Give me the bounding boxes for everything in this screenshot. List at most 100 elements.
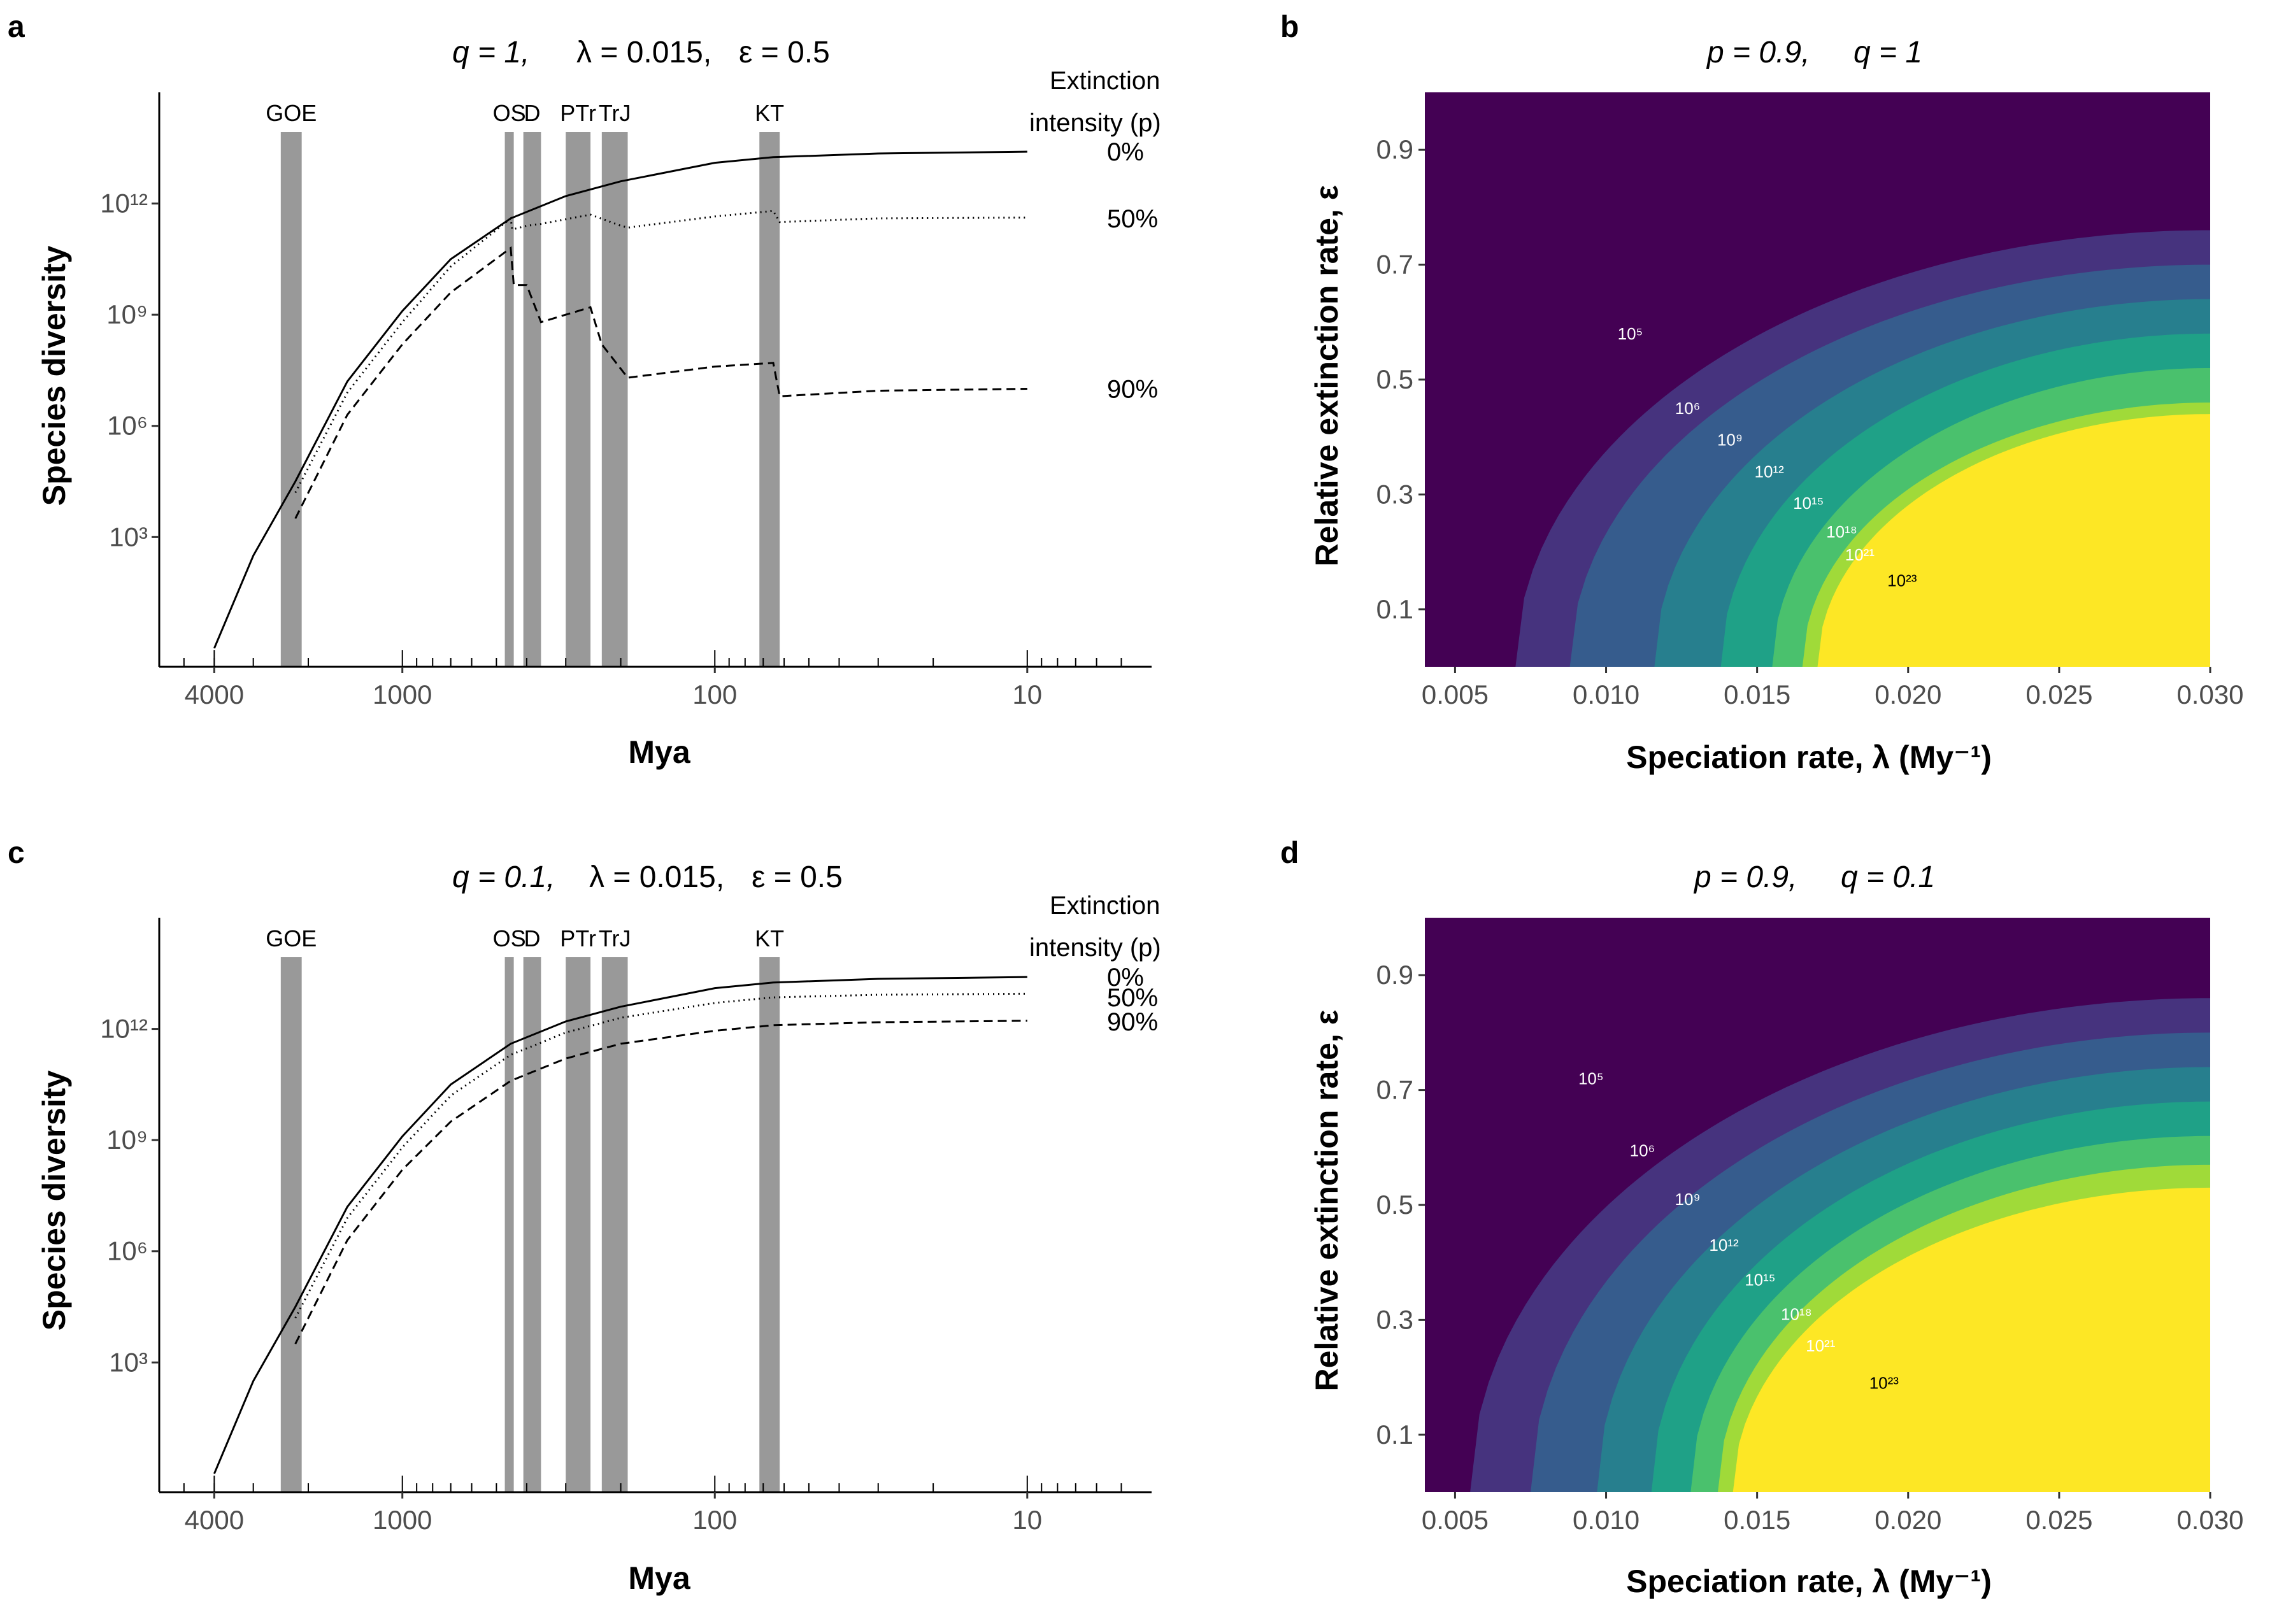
y-tick-label: 10⁹: [106, 1125, 148, 1155]
y-tick-label: 0.5: [1376, 364, 1413, 394]
y-tick-label: 0.3: [1376, 479, 1413, 509]
contour-label: 10¹²: [1754, 462, 1784, 481]
y-tick-label: 10³: [109, 522, 148, 552]
event-label-goe: GOE: [266, 100, 317, 126]
contour-label: 10¹⁵: [1745, 1270, 1775, 1289]
contour-label: 10⁶: [1630, 1141, 1655, 1160]
contour-label: 10⁵: [1578, 1069, 1604, 1088]
legend-title-c-line1: Extinction: [1050, 892, 1160, 920]
title-c-q: q = 0.1,: [452, 860, 555, 894]
event-label-kt: KT: [755, 925, 784, 951]
y-tick-label: 0.9: [1376, 134, 1413, 164]
end-label-50pct: 50%: [1107, 984, 1158, 1012]
title-a-eps: ε = 0.5: [739, 36, 830, 69]
title-d-q: q = 0.1: [1841, 860, 1935, 894]
title-c: q = 0.1, λ = 0.015, ε = 0.5: [452, 860, 843, 894]
xlabel-a: Mya: [628, 734, 690, 770]
event-bar-d: [523, 957, 541, 1492]
event-label-d: D: [524, 100, 541, 126]
event-bar-goe: [280, 132, 302, 667]
contour-label: 10²³: [1887, 571, 1917, 590]
x-tick-label: 0.030: [2176, 680, 2243, 709]
y-tick-label: 0.3: [1376, 1304, 1413, 1334]
contour-label: 10⁹: [1717, 431, 1743, 450]
title-b: p = 0.9, q = 1: [1706, 36, 1922, 69]
series-line-50pct: [294, 210, 1027, 494]
series-line-90pct: [294, 246, 1027, 519]
event-bar-os: [504, 132, 514, 667]
x-tick-label: 0.020: [1875, 1505, 1941, 1535]
end-label-0pct: 0%: [1107, 138, 1144, 166]
contour-label: 10⁶: [1675, 399, 1701, 418]
event-bar-trj: [601, 957, 628, 1492]
panel-letter-b: b: [1280, 10, 1299, 44]
x-tick-label: 0.005: [1422, 1505, 1489, 1535]
contour-label: 10¹⁵: [1793, 494, 1824, 513]
y-tick-label: 0.7: [1376, 1075, 1413, 1105]
event-bar-goe: [280, 957, 302, 1492]
ylabel-c: Species diversity: [36, 1071, 72, 1331]
ylabel-d: Relative extinction rate, ε: [1309, 1010, 1345, 1392]
event-label-goe: GOE: [266, 925, 317, 951]
end-label-90pct: 90%: [1107, 1008, 1158, 1036]
x-tick-label: 100: [692, 1505, 737, 1535]
event-label-trj: TrJ: [599, 925, 631, 951]
series-line-50pct: [294, 992, 1027, 1319]
end-label-50pct: 50%: [1107, 205, 1158, 233]
contour-label: 10²¹: [1806, 1336, 1836, 1355]
x-tick-label: 0.010: [1573, 1505, 1639, 1535]
event-label-kt: KT: [755, 100, 784, 126]
ylabel-a: Species diversity: [36, 246, 72, 506]
y-tick-label: 0.1: [1376, 594, 1413, 624]
x-tick-label: 0.025: [2025, 1505, 2092, 1535]
xlabel-b: Speciation rate, λ (My⁻¹): [1626, 739, 1992, 775]
event-label-os: OS: [493, 100, 526, 126]
event-bar-d: [523, 132, 541, 667]
contour-label: 10¹²: [1709, 1236, 1739, 1255]
contour-label: 10⁹: [1675, 1190, 1701, 1209]
x-tick-label: 4000: [185, 680, 244, 709]
x-tick-label: 0.020: [1875, 680, 1941, 709]
event-label-d: D: [524, 925, 541, 951]
x-tick-label: 0.005: [1422, 680, 1489, 709]
x-tick-label: 0.010: [1573, 680, 1639, 709]
xlabel-c: Mya: [628, 1560, 690, 1596]
x-tick-label: 0.015: [1724, 1505, 1790, 1535]
event-label-trj: TrJ: [599, 100, 631, 126]
end-label-90pct: 90%: [1107, 376, 1158, 404]
contour-label: 10¹⁸: [1781, 1304, 1812, 1323]
x-tick-label: 100: [692, 680, 737, 709]
event-bar-os: [504, 957, 514, 1492]
event-bar-ptr: [566, 132, 591, 667]
legend-title-a-line2: intensity (p): [1029, 109, 1161, 137]
x-tick-label: 1000: [373, 1505, 432, 1535]
event-label-ptr: PTr: [560, 925, 596, 951]
title-d: p = 0.9, q = 0.1: [1693, 860, 1935, 894]
title-a-lambda: λ = 0.015,: [576, 36, 711, 69]
plot-d: 10⁵ 10⁶ 10⁹ 10¹² 10¹⁵ 10¹⁸ 10²¹ 10²³ 0.005 0.010 0…: [1376, 918, 2244, 1535]
panel-letter-a: a: [8, 10, 25, 44]
xlabel-d: Speciation rate, λ (My⁻¹): [1626, 1563, 1992, 1599]
title-c-eps: ε = 0.5: [752, 860, 843, 894]
event-bar-trj: [601, 132, 628, 667]
y-tick-label: 0.9: [1376, 960, 1413, 990]
heatmap-band-7: [1732, 1187, 2210, 1492]
event-label-ptr: PTr: [560, 100, 596, 126]
heatmap-band-7: [1817, 414, 2210, 667]
end-label-0pct: 0%: [1107, 964, 1144, 992]
y-tick-label: 10¹²: [100, 189, 148, 218]
event-bar-ptr: [566, 957, 591, 1492]
y-tick-label: 0.7: [1376, 250, 1413, 280]
title-b-p: p = 0.9,: [1706, 36, 1810, 69]
title-c-lambda: λ = 0.015,: [589, 860, 724, 894]
event-label-os: OS: [493, 925, 526, 951]
x-tick-label: 0.030: [2176, 1505, 2243, 1535]
title-b-q: q = 1: [1854, 36, 1922, 69]
event-bar-kt: [759, 957, 780, 1492]
plot-a: GOE OSD PTr TrJ KT 0% 50% 90% 10³ 10⁶ 10⁹ 10¹² 4000 1…: [100, 92, 1158, 709]
y-tick-label: 0.1: [1376, 1420, 1413, 1449]
title-a-q: q = 1,: [452, 36, 529, 69]
panel-letter-c: c: [8, 836, 25, 870]
x-tick-label: 4000: [185, 1505, 244, 1535]
